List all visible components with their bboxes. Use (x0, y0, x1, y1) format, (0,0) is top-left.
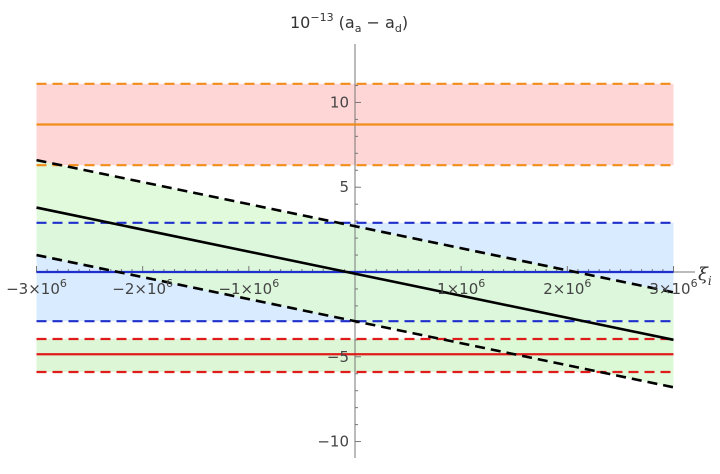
tick-labels: −10 −5 5 10 −3×106 −2×106 −1×106 1×106 2×106 3×10… (6, 93, 697, 450)
trend-upper-dashed (36, 158, 674, 294)
x-tick-label: −1×106 (218, 277, 279, 298)
trend-lower-dashed (36, 253, 674, 389)
x-tick-label: −3×106 (6, 277, 67, 298)
x-tick-label: −2×106 (112, 277, 173, 298)
series-lines (36, 82, 674, 389)
x-axis-title: ξi (698, 264, 712, 288)
y-tick-label: −10 (317, 433, 349, 451)
trend-line (36, 206, 674, 342)
x-tick-label: 3×106 (649, 277, 697, 298)
y-axis-title: 10−13 (aa − ad) (290, 11, 408, 35)
y-tick-label: 5 (339, 178, 349, 196)
y-tick-label: 10 (330, 93, 349, 111)
x-tick-label: 2×106 (543, 277, 591, 298)
x-tick-label: 1×106 (437, 277, 485, 298)
y-tick-label: −5 (327, 348, 349, 366)
